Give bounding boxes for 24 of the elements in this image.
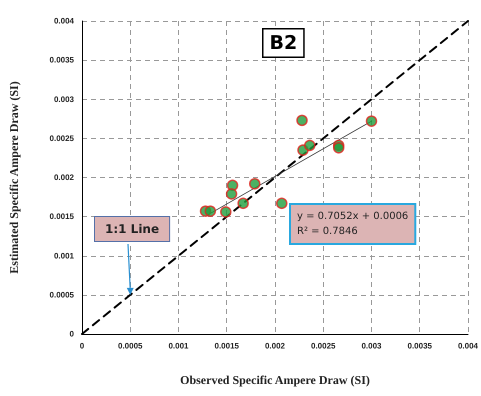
y-tick-label: 0.0035 [50, 56, 75, 65]
y-tick-label: 0.0025 [50, 134, 75, 143]
x-tick-label: 0.001 [168, 342, 190, 350]
x-tick-label: 0.002 [264, 342, 286, 350]
x-tick-label: 0 [80, 342, 85, 350]
y-tick-label: 0.0015 [50, 212, 75, 222]
y-tick-label: 0 [70, 330, 75, 338]
y-axis-title: Estimated Specific Ampere Draw (SI) [7, 81, 21, 274]
x-axis-title: Observed Specific Ampere Draw (SI) [180, 373, 370, 387]
y-tick-label: 0.001 [54, 251, 75, 260]
y-tick-label: 0.004 [54, 16, 75, 26]
x-tick-label: 0.003 [361, 342, 382, 350]
annotation: R² = 0.7846 [297, 226, 358, 237]
x-tick-label: 0.0015 [214, 342, 240, 350]
x-tick-label: 0.0025 [311, 342, 336, 350]
y-tick-label: 0.002 [54, 173, 75, 182]
y-tick-label: 0.0005 [50, 290, 75, 300]
y-tick-label: 0.003 [54, 94, 75, 104]
annotation: B2 [270, 32, 298, 54]
annotation: 1:1 Line [105, 222, 160, 236]
x-tick-label: 0.0035 [408, 342, 433, 350]
x-tick-label: 0.004 [458, 342, 479, 350]
x-tick-label: 0.0005 [118, 342, 144, 350]
annotation: y = 0.7052x + 0.0006 [297, 211, 408, 222]
